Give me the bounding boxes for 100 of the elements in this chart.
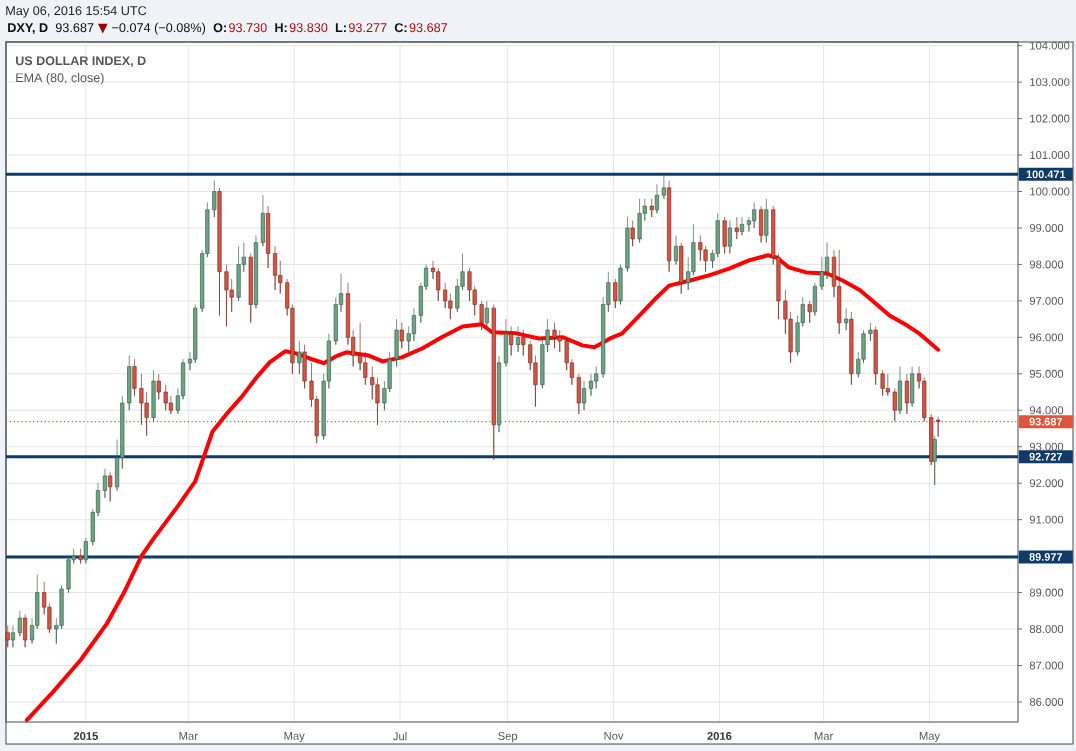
ref-line-label: 92.727 bbox=[1029, 452, 1063, 461]
candlestick bbox=[734, 216, 739, 240]
y-tick-label: 104.000 bbox=[1030, 41, 1070, 50]
candlestick bbox=[479, 300, 484, 331]
text: −0.074 (−0.08%) bbox=[112, 22, 206, 35]
candlestick bbox=[156, 373, 161, 400]
y-tick-label: 97.000 bbox=[1029, 296, 1064, 305]
candlestick bbox=[868, 322, 873, 342]
candlestick bbox=[394, 318, 399, 367]
text: 93.730 bbox=[229, 23, 267, 33]
y-tick-label: 93.000 bbox=[1029, 442, 1064, 451]
candlestick bbox=[844, 307, 849, 331]
candlestick bbox=[667, 180, 672, 273]
x-tick-label: May bbox=[919, 732, 941, 743]
candlestick bbox=[23, 614, 28, 648]
y-tick-label: 96.000 bbox=[1029, 333, 1064, 342]
candlestick bbox=[132, 358, 137, 397]
candlestick bbox=[266, 205, 271, 269]
candlestick bbox=[5, 625, 10, 648]
candlestick bbox=[673, 234, 679, 265]
y-tick-label: 98.000 bbox=[1029, 260, 1064, 269]
y-tick-label: 94.000 bbox=[1029, 406, 1064, 415]
candlestick bbox=[83, 537, 88, 564]
candlestick bbox=[102, 468, 108, 499]
candlestick bbox=[722, 216, 727, 254]
candlestick bbox=[630, 220, 635, 247]
candlestick bbox=[661, 174, 666, 200]
x-tick-label: Mar bbox=[179, 732, 198, 740]
text: C: bbox=[394, 23, 407, 33]
line-series bbox=[24, 253, 941, 723]
candlestick bbox=[812, 282, 817, 316]
candlestick bbox=[108, 471, 113, 502]
y-tick-label: 103.000 bbox=[1030, 78, 1070, 87]
candlestick bbox=[649, 198, 654, 218]
text: H: bbox=[275, 23, 287, 33]
text: ▼ bbox=[97, 23, 108, 34]
x-tick-label: Sep bbox=[498, 732, 518, 743]
candlestick bbox=[10, 625, 16, 648]
y-tick-label: 100.000 bbox=[1030, 187, 1070, 196]
y-tick-label: 99.000 bbox=[1029, 224, 1064, 232]
candlestick bbox=[484, 300, 489, 327]
candlestick bbox=[516, 326, 521, 353]
candlestick bbox=[910, 366, 915, 407]
text: L: bbox=[335, 23, 346, 33]
candlestick bbox=[78, 548, 83, 564]
y-tick-label: 92.000 bbox=[1029, 479, 1064, 488]
y-tick-label: 87.000 bbox=[1029, 661, 1064, 670]
candlestick bbox=[212, 180, 217, 218]
text: DXY, D bbox=[8, 23, 48, 34]
candlestick bbox=[151, 369, 156, 422]
y-tick-label: 95.000 bbox=[1029, 369, 1064, 378]
x-tick-label: Jul bbox=[393, 732, 407, 741]
candlestick bbox=[807, 300, 812, 324]
x-tick-label: 2016 bbox=[707, 732, 732, 740]
candlestick bbox=[873, 326, 878, 386]
candlestick bbox=[248, 253, 253, 324]
y-tick-label: 88.000 bbox=[1029, 625, 1064, 633]
candlestick bbox=[302, 344, 307, 389]
candlestick bbox=[932, 435, 937, 486]
text: O: bbox=[213, 23, 226, 33]
text: EMA (80, close) bbox=[16, 72, 104, 85]
candlestick bbox=[491, 304, 496, 460]
x-tick-label: May bbox=[284, 732, 305, 743]
text: 93.830 bbox=[289, 23, 328, 33]
y-tick-label: 102.000 bbox=[1030, 114, 1070, 123]
y-tick-label: 101.000 bbox=[1030, 151, 1070, 159]
candlestick bbox=[399, 322, 404, 349]
candlestick bbox=[217, 187, 222, 316]
candlestick bbox=[727, 220, 732, 254]
x-tick-label: Mar bbox=[814, 732, 834, 740]
text: US DOLLAR INDEX, D bbox=[16, 56, 146, 67]
candlestick bbox=[625, 216, 630, 273]
text: 93.687 bbox=[409, 23, 448, 33]
x-tick-label: Nov bbox=[604, 732, 624, 740]
candlestick bbox=[509, 326, 514, 356]
candlestick bbox=[297, 340, 302, 375]
candlestick bbox=[127, 355, 132, 411]
candlestick bbox=[759, 205, 764, 243]
candlestick bbox=[496, 355, 502, 433]
candlestick bbox=[613, 278, 618, 309]
candlestick bbox=[679, 242, 684, 294]
text: May 06, 2016 15:54 UTC bbox=[6, 6, 147, 18]
candlestick bbox=[618, 264, 623, 305]
candlestick bbox=[17, 610, 22, 637]
ref-line-label: 93.687 bbox=[1029, 417, 1063, 426]
candlestick bbox=[581, 380, 587, 411]
y-tick-label: 91.000 bbox=[1029, 515, 1064, 524]
candlestick bbox=[849, 311, 854, 386]
ref-line-label: 100.471 bbox=[1026, 170, 1066, 179]
candlestick bbox=[253, 234, 259, 309]
candlestick bbox=[764, 198, 769, 243]
y-tick-label: 86.000 bbox=[1029, 697, 1064, 706]
candlestick bbox=[904, 373, 909, 415]
ref-line-label: 89.977 bbox=[1029, 553, 1063, 561]
candlestick bbox=[503, 318, 508, 367]
y-tick-label: 89.000 bbox=[1029, 588, 1064, 597]
text: 93.687 bbox=[55, 23, 94, 33]
candlestick bbox=[892, 388, 897, 422]
text: 93.277 bbox=[348, 23, 387, 33]
candlestick bbox=[521, 329, 526, 356]
